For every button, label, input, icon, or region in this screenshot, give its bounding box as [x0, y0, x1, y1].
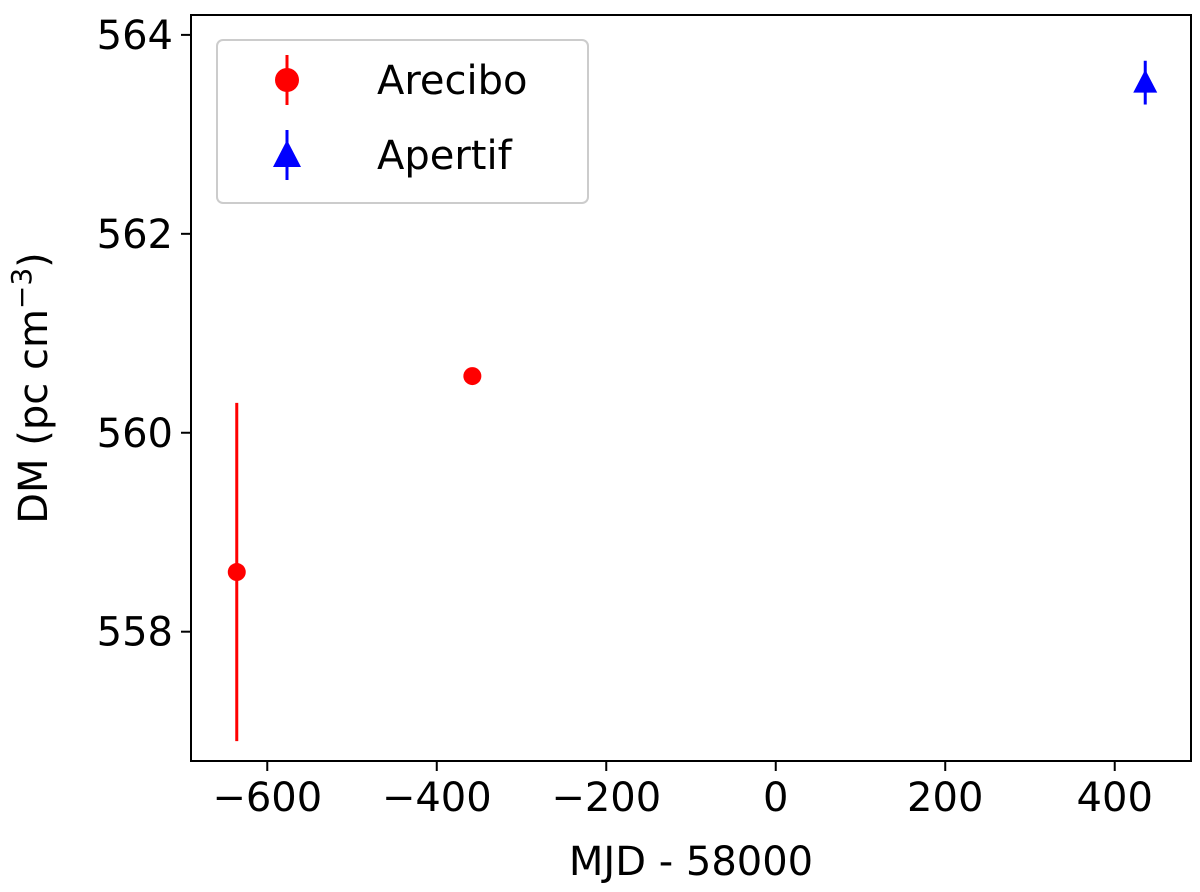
x-tick-label: 200 [907, 775, 983, 821]
y-tick-label: 564 [97, 13, 173, 59]
y-axis-label: DM (pc cm−3) [5, 252, 57, 524]
x-axis-ticks: −600 −400 −200 0 200 400 [212, 761, 1153, 821]
legend: Arecibo Apertif [216, 39, 589, 204]
x-tick-label: 400 [1077, 775, 1153, 821]
y-tick-label: 562 [97, 212, 173, 258]
apertif-legend-label: Apertif [377, 133, 513, 179]
y-tick-label: 560 [97, 411, 173, 457]
y-axis-label-main: DM (pc cm [11, 309, 57, 524]
x-tick-label: −600 [212, 775, 322, 821]
arecibo-legend-marker [275, 68, 299, 92]
x-tick-label: 0 [763, 775, 788, 821]
apertif-point [1133, 69, 1158, 93]
arecibo-point [227, 563, 246, 582]
x-axis-label: MJD - 58000 [569, 839, 813, 885]
y-axis-label-superscript: −3 [5, 268, 38, 309]
x-tick-label: −200 [551, 775, 661, 821]
y-axis-label-close: ) [11, 252, 57, 268]
arecibo-point [463, 367, 482, 386]
legend-box [216, 39, 589, 204]
x-tick-label: −400 [382, 775, 492, 821]
data-marks [227, 60, 1158, 742]
plot-frame [190, 14, 1192, 762]
y-tick-label: 558 [97, 610, 173, 656]
y-axis-ticks: 558 560 562 564 [97, 13, 191, 656]
arecibo-legend-label: Arecibo [377, 58, 528, 104]
apertif-legend-marker [273, 140, 301, 167]
